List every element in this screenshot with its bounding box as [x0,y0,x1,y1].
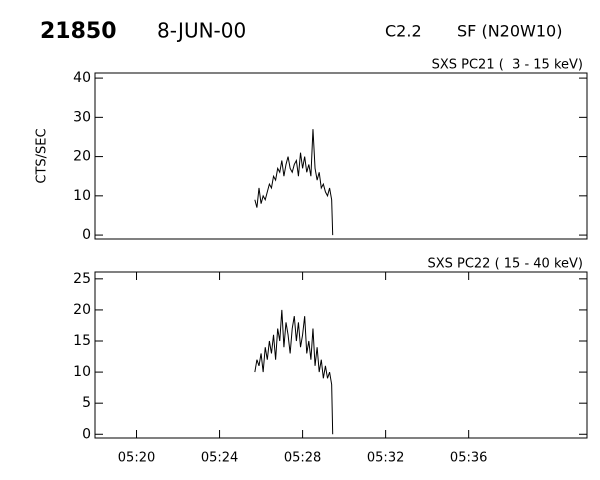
y-tick-label: 15 [73,333,91,349]
x-tick-label: 05:32 [367,451,404,466]
panel-title: SXS PC21 ( 3 - 15 keV) [432,58,583,73]
y-tick-label: 5 [82,395,91,411]
data-line [254,129,334,236]
plot-frame [94,72,588,240]
y-tick-label: 10 [73,364,91,380]
y-tick-label: 40 [73,70,91,86]
x-tick-label: 05:24 [201,451,238,466]
event-id: 21850 [40,19,117,44]
x-tick-label: 05:36 [450,451,487,466]
y-axis-label: CTS/SEC [35,128,50,183]
y-tick-label: 10 [73,188,91,204]
x-tick-label: 05:28 [284,451,321,466]
event-date: 8-JUN-00 [157,19,246,43]
panel-title: SXS PC22 ( 15 - 40 keV) [427,257,583,272]
y-tick-label: 20 [73,149,91,165]
y-tick-label: 25 [73,271,91,287]
y-tick-label: 20 [73,302,91,318]
y-tick-label: 30 [73,109,91,125]
y-tick-label: 0 [82,426,91,442]
flare-class: C2.2 [385,22,422,41]
y-tick-label: 0 [82,227,91,243]
data-line [254,309,334,435]
x-tick-label: 05:20 [118,451,155,466]
plot-frame [94,271,588,439]
flare-location: SF (N20W10) [457,22,562,41]
